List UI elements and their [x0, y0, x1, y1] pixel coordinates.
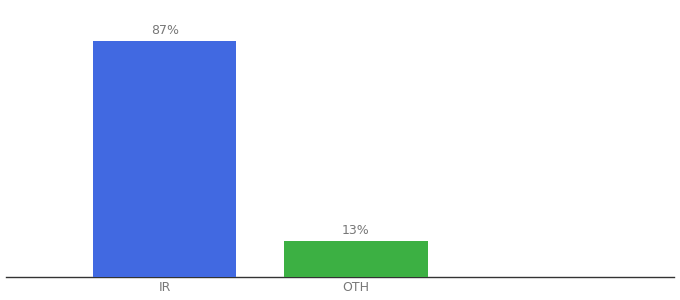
- Bar: [284, 241, 428, 277]
- Bar: [93, 41, 237, 277]
- Text: 13%: 13%: [342, 224, 370, 237]
- Text: 87%: 87%: [151, 24, 179, 37]
